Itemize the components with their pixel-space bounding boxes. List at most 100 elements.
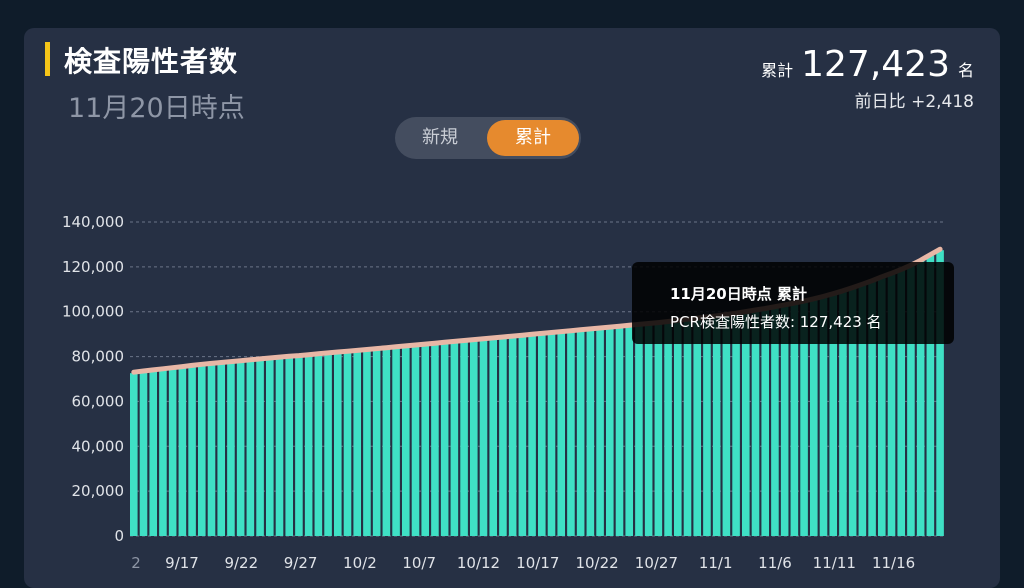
bar[interactable] [712,316,721,536]
bar[interactable] [586,329,595,536]
bar[interactable] [547,333,556,536]
total-label: 累計 [761,61,794,80]
bar[interactable] [596,328,604,536]
bar[interactable] [926,255,935,536]
bar[interactable] [897,270,906,536]
bar[interactable] [887,274,896,536]
bar[interactable] [334,352,342,536]
bar[interactable] [606,328,614,536]
bar[interactable] [615,327,624,536]
bar[interactable] [304,355,313,536]
bar[interactable] [343,352,352,536]
bar[interactable] [460,341,468,536]
bar[interactable] [674,321,682,536]
y-tick-label: 80,000 [72,348,125,366]
bar[interactable] [878,277,886,536]
bar[interactable] [353,351,362,536]
bar[interactable] [402,346,410,536]
bar[interactable] [246,360,255,536]
x-tick-label: 9/17 [165,554,199,572]
bar[interactable] [936,250,944,536]
tooltip-title: 11月20日時点 累計 [670,285,807,303]
bar[interactable] [819,297,828,536]
bar[interactable] [635,325,643,536]
bar[interactable] [761,309,770,536]
bar[interactable] [227,362,235,536]
chart-tooltip: 11月20日時点 累計 PCR検査陽性者数: 127,423 名 [632,262,954,344]
bar[interactable] [528,335,536,536]
bar[interactable] [149,370,158,536]
bar[interactable] [314,354,323,536]
bar[interactable] [732,314,740,536]
bar[interactable] [664,322,672,536]
y-tick-label: 20,000 [72,482,125,500]
bar[interactable] [450,342,459,536]
bar[interactable] [470,340,478,536]
bar[interactable] [557,332,566,536]
bar[interactable] [810,299,818,536]
bar[interactable] [139,372,148,536]
bar[interactable] [907,266,915,536]
x-tick-label: 11/1 [699,554,733,572]
bar[interactable] [266,359,274,536]
bar[interactable] [518,336,527,536]
bar[interactable] [751,311,760,536]
bar[interactable] [236,361,245,536]
bar[interactable] [188,366,196,536]
toggle-new-button[interactable]: 新規 [422,127,458,148]
bar[interactable] [324,353,332,536]
bar[interactable] [683,320,692,536]
bar[interactable] [178,367,187,536]
bar[interactable] [722,315,731,536]
bar[interactable] [858,285,867,536]
bar[interactable] [790,304,799,536]
x-tick-label: 11/6 [758,554,792,572]
bar[interactable] [780,305,789,536]
bar[interactable] [168,368,177,536]
bar[interactable] [285,357,294,536]
bar[interactable] [693,319,702,536]
x-tick-label: 10/27 [635,554,678,572]
bar[interactable] [839,291,847,536]
bar[interactable] [440,343,449,536]
bar[interactable] [538,334,546,536]
bar[interactable] [411,346,420,536]
bar[interactable] [479,339,488,536]
bar[interactable] [800,302,808,536]
bar[interactable] [742,312,750,536]
bar[interactable] [829,294,838,536]
x-tick-label: 10/22 [575,554,618,572]
bar[interactable] [363,350,371,536]
bar[interactable] [159,369,167,536]
bar[interactable] [295,356,303,536]
bar[interactable] [625,326,634,536]
bar[interactable] [198,365,206,536]
bar[interactable] [207,364,216,536]
bar[interactable] [508,337,517,536]
bar[interactable] [431,344,439,536]
bar[interactable] [392,347,400,536]
bar[interactable] [217,363,226,536]
bar[interactable] [916,261,925,536]
bar[interactable] [256,359,264,536]
bar[interactable] [499,337,507,536]
y-tick-label: 120,000 [62,258,124,276]
day-over-day-diff: 前日比 +2,418 [854,92,974,112]
bar[interactable] [130,373,138,536]
bar[interactable] [848,288,857,536]
bar[interactable] [771,307,779,536]
total-value: 127,423 [801,44,950,85]
bar[interactable] [868,281,876,536]
bar[interactable] [703,317,711,536]
bar[interactable] [275,358,284,536]
bar[interactable] [372,349,381,536]
bar[interactable] [654,323,663,536]
toggle-cumulative-button[interactable]: 累計 [487,120,579,156]
bar[interactable] [644,324,653,537]
bar[interactable] [421,345,430,536]
total-unit: 名 [957,61,974,80]
bar[interactable] [576,330,585,536]
bar[interactable] [382,348,391,536]
bar[interactable] [567,331,575,536]
bar[interactable] [489,338,498,536]
